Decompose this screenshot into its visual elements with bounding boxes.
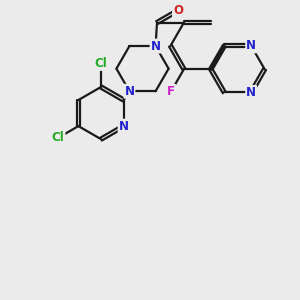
Text: N: N: [246, 39, 256, 52]
Text: N: N: [118, 120, 129, 133]
Text: O: O: [173, 4, 183, 17]
Text: Cl: Cl: [94, 57, 107, 70]
Text: N: N: [246, 86, 256, 99]
Text: F: F: [167, 85, 175, 98]
Text: N: N: [151, 40, 160, 52]
Text: Cl: Cl: [52, 131, 64, 144]
Text: N: N: [124, 85, 134, 98]
